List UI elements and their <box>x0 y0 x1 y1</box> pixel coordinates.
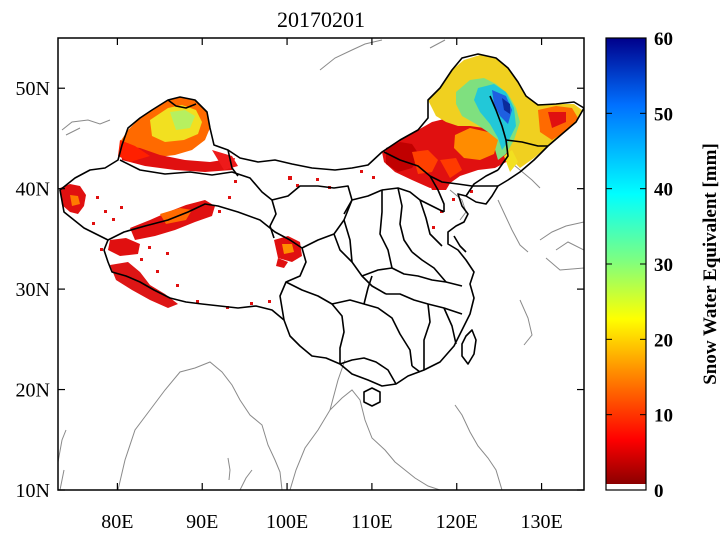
colorbar-scale <box>606 38 646 484</box>
lat-tick-label: 40N <box>16 179 50 201</box>
lat-tick-label: 50N <box>16 78 50 100</box>
colorbar-label: Snow Water Equivalent [mm] <box>700 143 721 385</box>
colorbar-tick-label: 20 <box>654 330 673 351</box>
colorbar-tick-label: 30 <box>654 255 673 276</box>
coastlines <box>58 39 584 490</box>
lon-tick-label: 90E <box>186 511 218 533</box>
lon-axis: 80E 90E 100E 110E 120E 130E <box>101 38 563 533</box>
lon-tick-label: 110E <box>351 511 392 533</box>
snow-northeast <box>382 55 582 190</box>
lon-tick-label: 130E <box>520 511 562 533</box>
colorbar-ticks: 0 10 20 30 40 50 60 <box>606 29 673 502</box>
colorbar: 0 10 20 30 40 50 60 Snow Water Equivalent [mm] <box>605 29 721 502</box>
colorbar-tick-label: 0 <box>654 481 664 502</box>
colorbar-tick-label: 50 <box>654 104 673 125</box>
taiwan-outline <box>461 329 477 365</box>
colorbar-zero-band <box>606 484 646 490</box>
lat-tick-label: 30N <box>16 279 50 301</box>
lon-tick-label: 100E <box>266 511 308 533</box>
colorbar-tick-label: 40 <box>654 180 673 201</box>
lat-axis: 10N 20N 30N 40N 50N <box>16 78 584 502</box>
colorbar-tick-label: 10 <box>654 406 673 427</box>
china-outline <box>59 53 584 387</box>
lat-tick-label: 20N <box>16 380 50 402</box>
map-frame <box>57 37 585 491</box>
lon-tick-label: 80E <box>101 511 133 533</box>
map-title: 20170201 <box>277 7 365 32</box>
colorbar-tick-label: 60 <box>654 29 673 50</box>
china-borders <box>59 53 584 407</box>
hainan-outline <box>363 387 381 407</box>
lat-tick-label: 10N <box>16 480 50 502</box>
map-area <box>58 38 584 490</box>
lon-tick-label: 120E <box>436 511 478 533</box>
